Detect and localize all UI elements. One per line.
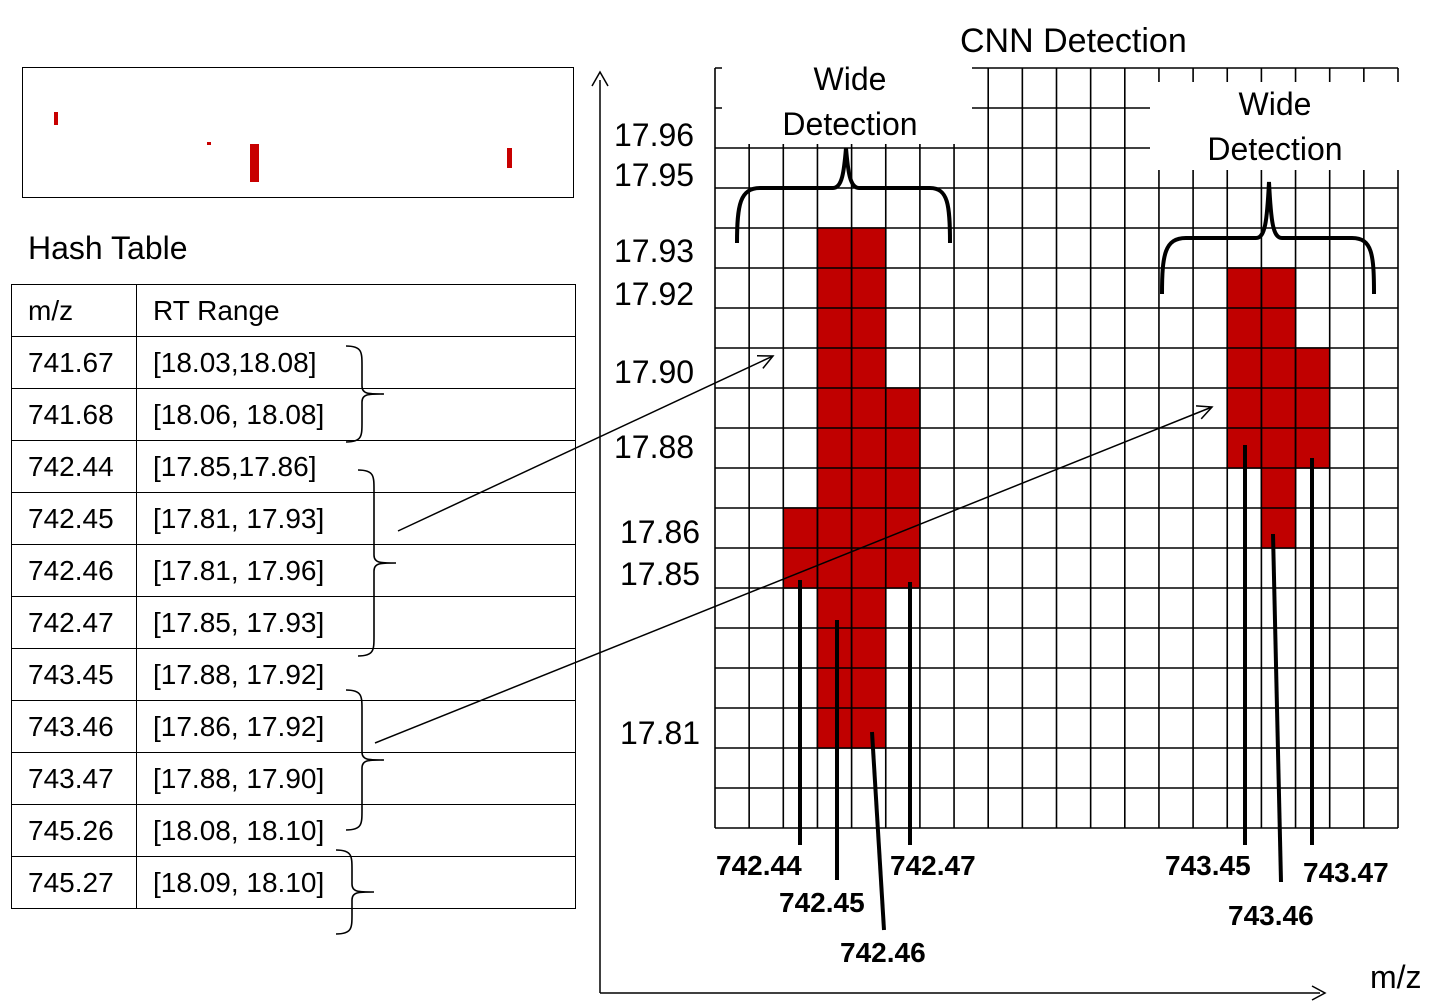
mz-cell: 743.45 [11,648,137,701]
rt-axis-tick-label: 17.90 [614,354,694,390]
mz-cell: 743.47 [11,752,137,805]
mz-label-group2: 743.45 [1165,850,1251,881]
y-axis-arrowhead [591,70,609,87]
rt-range-cell: [18.06, 18.08] [136,388,576,441]
table-group-bracket [335,849,375,935]
mz-cell: 745.26 [11,804,137,857]
mapping-arrow [374,406,1213,744]
hash-table-body: m/z RT Range 741.67 [18.03,18.08] 741.68 [1… [11,284,576,909]
detection-cell [851,228,886,748]
rt-axis-tick-label: 17.81 [620,715,700,751]
header-rt-range: RT Range [136,284,576,337]
table-row: 742.46 [17.81, 17.96] [11,544,576,597]
thumbnail-peak [207,142,211,145]
rt-axis-tick-label: 17.86 [620,514,700,550]
wide-detection-left-line1: Wide [814,61,887,97]
chart-title: CNN Detection [960,22,1187,60]
wide-detection-label-box-right [1150,82,1400,170]
mz-leader-line [1271,533,1283,883]
rt-range-cell: [17.81, 17.93] [136,492,576,545]
table-row: 741.67 [18.03,18.08] [11,336,576,389]
mz-cell: 742.47 [11,596,137,649]
mz-cell: 742.44 [11,440,137,493]
hash-table-title: Hash Table [28,230,188,266]
x-axis-arrowhead [1311,985,1327,1001]
rt-axis-tick-label: 17.85 [620,556,700,592]
mapping-arrow-head [1195,405,1214,420]
rt-axis-tick-label: 17.93 [614,233,694,269]
table-row: 745.27 [18.09, 18.10] [11,856,576,909]
table-row: 743.46 [17.86, 17.92] [11,700,576,753]
detection-cell [817,228,852,748]
rt-range-cell: [17.85, 17.93] [136,596,576,649]
brace-right [1160,181,1376,295]
mz-cell: 743.46 [11,700,137,753]
detection-cell [1295,348,1330,468]
rt-range-cell: [17.81, 17.96] [136,544,576,597]
spectrum-thumbnail [22,67,574,198]
rt-range-cell: [17.86, 17.92] [136,700,576,753]
wide-detection-left-line2: Detection [782,106,917,142]
rt-axis-tick-label: 17.92 [614,276,694,312]
table-row: 742.45 [17.81, 17.93] [11,492,576,545]
x-axis-label: m/z [1370,959,1422,995]
rt-range-cell: [18.09, 18.10] [136,856,576,909]
table-row: 743.47 [17.88, 17.90] [11,752,576,805]
wide-detection-label-box-left [722,56,972,144]
table-row: 745.26 [18.08, 18.10] [11,804,576,857]
rt-range-cell: [18.03,18.08] [136,336,576,389]
thumbnail-peak [54,112,58,125]
rt-axis-tick-label: 17.96 [614,117,694,153]
mz-leader-line [870,731,886,931]
thumbnail-peak [507,148,512,168]
overlays: CNN Detection m/z Wide Detection Wide Detecti… [335,22,1422,1001]
brace-left [735,147,952,244]
mz-cell: 742.46 [11,544,137,597]
rt-axis-tick-label: 17.88 [614,429,694,465]
detection-cells [782,227,1331,749]
mz-label-group2: 743.46 [1228,900,1314,931]
hash-table-header-row: m/z RT Range [11,284,576,337]
mz-label-group1: 742.47 [890,850,976,881]
detection-cell [1227,268,1262,468]
mz-label-group1: 742.46 [840,937,926,968]
rt-range-cell: [18.08, 18.10] [136,804,576,857]
rt-axis-tick-label: 17.95 [614,157,694,193]
mapping-arrow [397,355,774,532]
table-row: 742.47 [17.85, 17.93] [11,596,576,649]
hash-table: m/z RT Range 741.67 [18.03,18.08] 741.68 [1… [11,284,576,909]
detection-cell [885,388,920,588]
mapping-arrow-head [756,355,775,369]
mz-cell: 741.67 [11,336,137,389]
mz-label-group1: 742.45 [779,887,865,918]
mz-label-group2: 743.47 [1303,857,1389,888]
wide-detection-right-line1: Wide [1239,86,1312,122]
thumbnail-peak [250,144,259,182]
table-group-bracket [345,689,385,831]
header-mz: m/z [11,284,137,337]
mz-label-group1: 742.44 [716,850,802,881]
table-group-bracket [345,345,385,443]
mz-cell: 745.27 [11,856,137,909]
rt-range-cell: [17.88, 17.90] [136,752,576,805]
table-group-bracket [357,469,397,657]
detection-cell [1261,268,1296,548]
wide-detection-right-line2: Detection [1207,131,1342,167]
